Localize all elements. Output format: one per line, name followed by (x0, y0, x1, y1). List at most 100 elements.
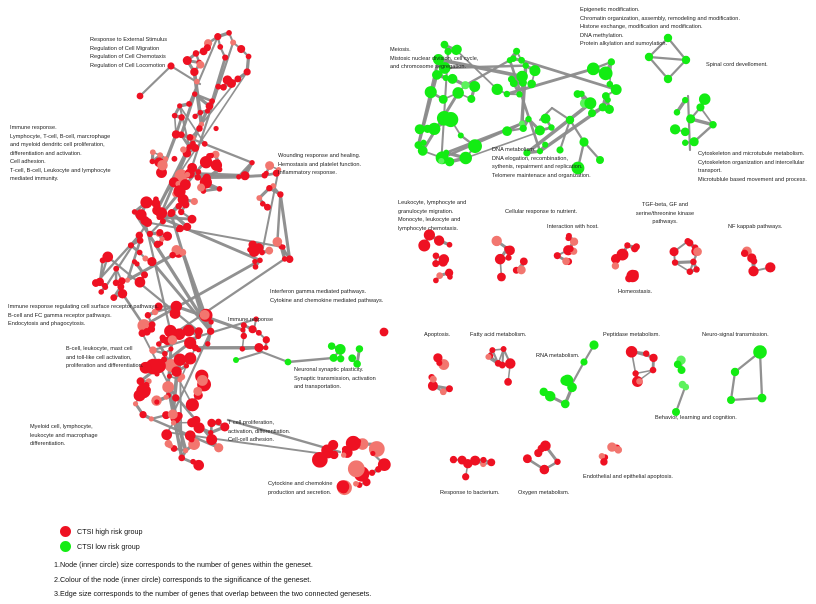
graph-node (156, 341, 162, 347)
graph-node (440, 40, 449, 49)
annotation-meiosis: Meiosis. Mistosic nuclear division, cell… (390, 47, 479, 70)
graph-node (175, 226, 181, 233)
annotation-tgf-beta-gf: TGF-beta, GF and serine/threonine kinase… (635, 202, 695, 225)
graph-node (693, 266, 700, 273)
graph-node (234, 75, 242, 83)
graph-node (438, 257, 448, 267)
graph-node (146, 230, 154, 237)
graph-edge (520, 58, 618, 91)
graph-node (172, 394, 180, 402)
graph-node (438, 157, 445, 165)
graph-node (136, 237, 144, 244)
graph-node (134, 276, 146, 288)
graph-edge (276, 193, 282, 244)
graph-node (183, 222, 192, 231)
graph-edge (647, 36, 670, 59)
graph-node (470, 455, 481, 466)
graph-node (265, 246, 274, 255)
annotation-leukocyte-lymphocyte-granulocyte: Leukocyte, lymphocyte and granulocyte mi… (398, 200, 467, 232)
graph-node (439, 388, 447, 396)
graph-node (170, 420, 177, 426)
graph-node (141, 271, 149, 279)
graph-node (243, 68, 251, 76)
graph-node (182, 56, 192, 66)
graph-node (151, 308, 159, 316)
graph-node (163, 394, 169, 400)
graph-edge (558, 118, 572, 152)
graph-node (500, 346, 507, 353)
graph-node (598, 453, 606, 460)
graph-node (196, 374, 208, 386)
graph-node (162, 350, 168, 357)
annotation-cytockine-chemokine-production: Cytockine and chemokine production and s… (268, 481, 333, 496)
graph-node (171, 130, 181, 139)
graph-node (192, 113, 198, 120)
graph-node (266, 185, 273, 192)
graph-node (149, 149, 156, 156)
graph-node (607, 442, 617, 452)
graph-edge (508, 58, 542, 153)
graph-node (226, 30, 232, 36)
graph-node (690, 258, 697, 266)
graph-node (98, 289, 105, 295)
graph-node (686, 268, 694, 275)
graph-edge (286, 356, 335, 364)
graph-node (164, 324, 177, 338)
graph-node (253, 316, 259, 322)
graph-node (649, 366, 657, 374)
graph-node (259, 249, 265, 256)
graph-node (334, 344, 346, 355)
graph-node (178, 208, 185, 216)
graph-node (491, 235, 502, 247)
graph-node (485, 353, 492, 360)
graph-node (136, 249, 143, 256)
graph-node (513, 47, 521, 55)
graph-node (445, 385, 453, 393)
graph-edge (146, 221, 284, 249)
graph-node (263, 203, 271, 211)
graph-node (442, 74, 449, 82)
graph-node (457, 132, 464, 139)
graph-node (182, 324, 195, 337)
graph-node (177, 131, 185, 139)
graph-node (173, 353, 187, 366)
graph-node (518, 78, 527, 87)
graph-node (281, 256, 288, 262)
graph-node (102, 284, 109, 290)
graph-node (451, 45, 462, 56)
graph-node (157, 240, 164, 246)
graph-node (689, 137, 699, 147)
graph-node (632, 370, 639, 377)
graph-node (205, 102, 214, 110)
graph-edge (436, 57, 524, 79)
graph-node (571, 161, 585, 175)
graph-node (644, 52, 654, 62)
graph-node (171, 112, 178, 119)
graph-node (461, 81, 470, 90)
graph-node (671, 259, 679, 266)
graph-node (418, 239, 431, 252)
graph-edge (260, 350, 290, 364)
graph-node (502, 126, 512, 137)
graph-node (580, 358, 588, 366)
graph-node (553, 252, 561, 260)
graph-node (263, 170, 269, 176)
graph-node (327, 342, 336, 350)
graph-node (579, 137, 589, 147)
graph-node (169, 251, 176, 259)
graph-node (216, 186, 223, 192)
graph-edge (647, 55, 670, 81)
graph-node (185, 398, 199, 412)
graph-node (118, 277, 126, 285)
annotation-myeloid-cell-lymphocyte: Myeloid cell, lymphocyte, leukocyte and … (30, 424, 98, 447)
annotation-immune-response-regulating: Immune response regulating cell surface … (8, 304, 159, 327)
graph-node (147, 257, 157, 267)
graph-edge (729, 396, 764, 402)
graph-node (353, 480, 359, 487)
graph-node (139, 361, 152, 374)
legend-label-low-risk: CTSI low risk group (77, 542, 140, 551)
graph-node (196, 60, 205, 69)
graph-node (586, 62, 600, 76)
graph-node (252, 258, 258, 265)
graph-node (204, 108, 211, 114)
